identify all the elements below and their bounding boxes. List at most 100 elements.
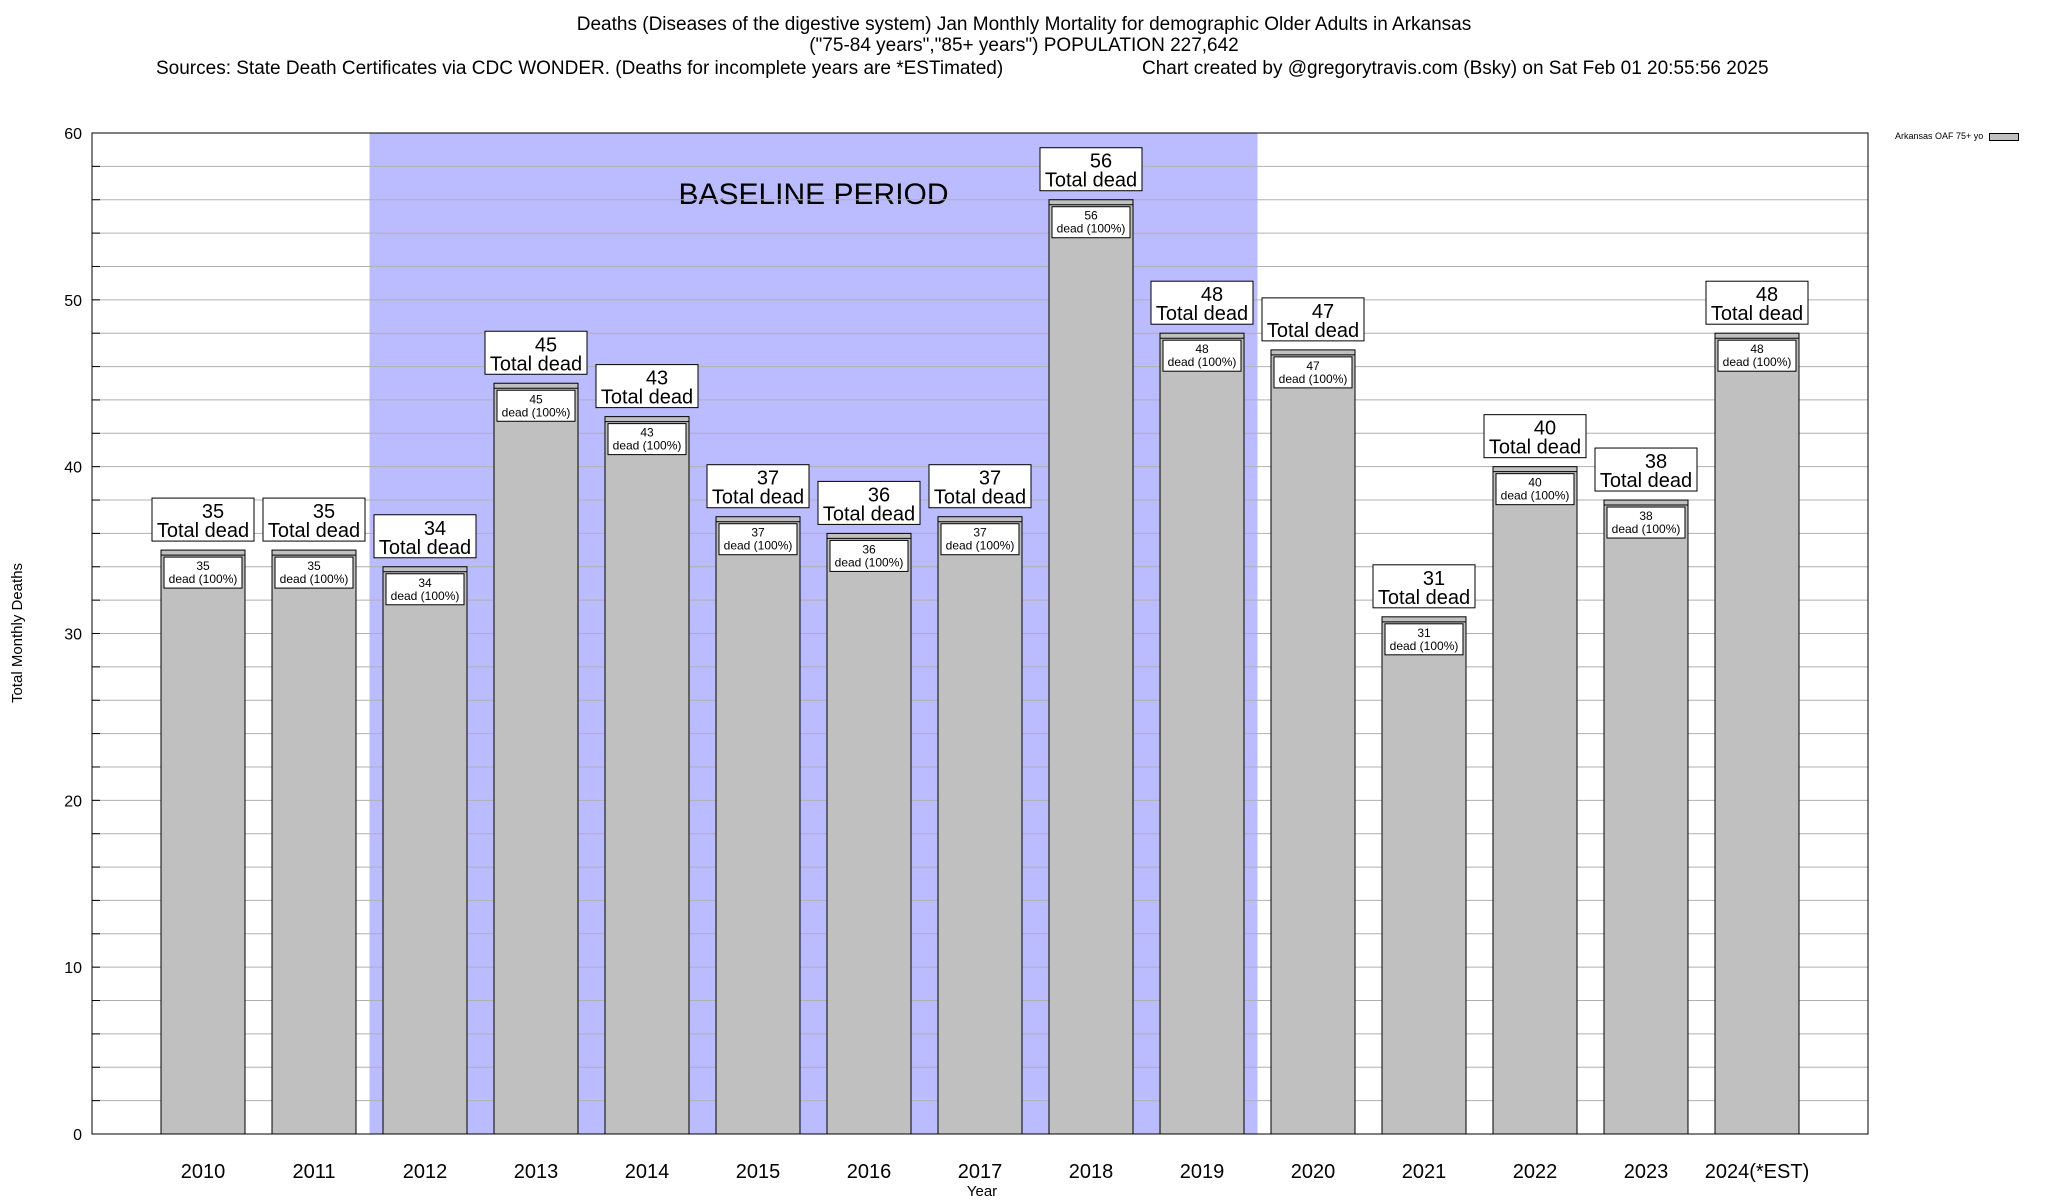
bar-inner-value: 47 bbox=[1306, 359, 1320, 373]
bar-inner-value: 37 bbox=[751, 526, 765, 540]
bar-total-label: Total dead bbox=[712, 487, 804, 509]
bar-inner-label: dead (100%) bbox=[946, 539, 1015, 553]
bar-inner-label-box bbox=[1495, 473, 1575, 506]
bar-total-value: 40 bbox=[1534, 418, 1556, 440]
x-tick-label: 2024(*EST) bbox=[1705, 1161, 1810, 1183]
bar-inner-value: 40 bbox=[1528, 476, 1542, 490]
bar-total-label: Total dead bbox=[268, 520, 360, 542]
bar-inner-label: dead (100%) bbox=[169, 572, 238, 586]
bar-total-label-box bbox=[595, 364, 699, 409]
bar bbox=[160, 549, 246, 1135]
chart-credit: Chart created by @gregorytravis.com (Bsk… bbox=[1142, 58, 1769, 79]
bar-inner-label: dead (100%) bbox=[1279, 372, 1348, 386]
bar-inner-value: 45 bbox=[529, 392, 543, 406]
bar-inner-label: dead (100%) bbox=[613, 439, 682, 453]
bar bbox=[937, 516, 1023, 1135]
bar-inner-label-box bbox=[385, 573, 465, 606]
bar-total-label-box bbox=[706, 464, 810, 509]
y-tick-label: 40 bbox=[64, 460, 82, 477]
bar-total-value: 37 bbox=[757, 468, 779, 490]
baseline-label: BASELINE PERIOD bbox=[678, 178, 948, 211]
bar-inner-label-box bbox=[1717, 339, 1797, 372]
bar-total-label-box bbox=[262, 497, 366, 542]
bar bbox=[271, 549, 357, 1135]
bar-inner-label: dead (100%) bbox=[835, 555, 904, 569]
bar-inner-label-box bbox=[496, 389, 576, 422]
bar-total-label: Total dead bbox=[1711, 303, 1803, 325]
bar-total-label-box bbox=[373, 514, 477, 559]
chart-source: Sources: State Death Certificates via CD… bbox=[156, 58, 1004, 79]
bar-total-label-box bbox=[1372, 564, 1476, 609]
bar-inner-label-box bbox=[829, 539, 909, 572]
bar-total-value: 31 bbox=[1423, 568, 1445, 590]
bar-total-value: 45 bbox=[535, 334, 557, 356]
bar bbox=[604, 416, 690, 1135]
bar-inner-label-box bbox=[607, 423, 687, 456]
y-tick-label: 20 bbox=[64, 793, 82, 810]
x-tick-label: 2014 bbox=[625, 1161, 670, 1183]
legend: Arkansas OAF 75+ yo bbox=[1895, 131, 2020, 141]
bar-total-label: Total dead bbox=[490, 353, 582, 375]
bar-total-value: 36 bbox=[868, 484, 890, 506]
chart-title: Deaths (Diseases of the digestive system… bbox=[576, 14, 1472, 35]
bar-total-label-box bbox=[484, 330, 588, 375]
bar-total-value: 48 bbox=[1756, 284, 1778, 306]
bar-inner-label-box bbox=[1606, 506, 1686, 539]
y-tick-label: 10 bbox=[64, 960, 82, 977]
bar-inner-value: 34 bbox=[418, 576, 432, 590]
bar-total-label: Total dead bbox=[379, 537, 471, 559]
bar-total-value: 47 bbox=[1312, 301, 1334, 323]
bar-total-label-box bbox=[1705, 280, 1809, 325]
bar-total-value: 56 bbox=[1090, 151, 1112, 173]
x-tick-label: 2016 bbox=[847, 1161, 892, 1183]
bar-total-label-box bbox=[1483, 414, 1587, 459]
x-tick-label: 2011 bbox=[292, 1161, 335, 1183]
x-tick-label: 2012 bbox=[403, 1161, 448, 1183]
bar-total-label-box bbox=[151, 497, 255, 542]
bar bbox=[382, 566, 468, 1135]
bar-inner-label: dead (100%) bbox=[391, 589, 460, 603]
bar-total-value: 38 bbox=[1645, 451, 1667, 473]
bar-inner-label: dead (100%) bbox=[1501, 489, 1570, 503]
x-tick-label: 2018 bbox=[1069, 1161, 1114, 1183]
x-tick-label: 2022 bbox=[1513, 1161, 1558, 1183]
bar-total-label: Total dead bbox=[823, 503, 915, 525]
bar-total-label: Total dead bbox=[601, 387, 693, 409]
bar-total-label-box bbox=[1150, 280, 1254, 325]
bar bbox=[1714, 332, 1800, 1135]
x-tick-label: 2015 bbox=[736, 1161, 781, 1183]
bar-inner-label: dead (100%) bbox=[1390, 639, 1459, 653]
x-tick-label: 2017 bbox=[958, 1161, 1003, 1183]
bar-inner-label: dead (100%) bbox=[280, 572, 349, 586]
bar-total-label-box bbox=[928, 464, 1032, 509]
bar-inner-label: dead (100%) bbox=[1612, 522, 1681, 536]
chart-source-row: Sources: State Death Certificates via CD… bbox=[0, 58, 2048, 79]
bar-total-value: 35 bbox=[202, 501, 224, 523]
bar-total-label: Total dead bbox=[1267, 320, 1359, 342]
bar-inner-value: 36 bbox=[862, 542, 876, 556]
x-axis-label: Year bbox=[967, 1183, 997, 1200]
y-tick-label: 30 bbox=[64, 627, 82, 644]
y-axis-label: Total Monthly Deaths bbox=[9, 563, 26, 703]
bar-inner-label: dead (100%) bbox=[724, 539, 793, 553]
bar bbox=[1603, 499, 1689, 1135]
bar-inner-label: dead (100%) bbox=[1057, 222, 1126, 236]
bar bbox=[826, 532, 912, 1135]
bar-inner-label-box bbox=[718, 523, 798, 556]
bar-total-label-box bbox=[1594, 447, 1698, 492]
bar-inner-label: dead (100%) bbox=[502, 405, 571, 419]
x-tick-label: 2013 bbox=[514, 1161, 559, 1183]
bar-total-label: Total dead bbox=[1600, 470, 1692, 492]
bar-inner-value: 48 bbox=[1195, 342, 1209, 356]
bar-total-label: Total dead bbox=[1378, 587, 1470, 609]
bar-total-label: Total dead bbox=[1156, 303, 1248, 325]
bar-total-label: Total dead bbox=[1489, 437, 1581, 459]
bar bbox=[1048, 199, 1134, 1135]
bar-total-value: 48 bbox=[1201, 284, 1223, 306]
bar-inner-label-box bbox=[1051, 206, 1131, 239]
bar-total-label-box bbox=[1039, 147, 1143, 192]
bar-total-label: Total dead bbox=[1045, 170, 1137, 192]
bar-inner-label: dead (100%) bbox=[1723, 355, 1792, 369]
x-tick-label: 2023 bbox=[1624, 1161, 1669, 1183]
